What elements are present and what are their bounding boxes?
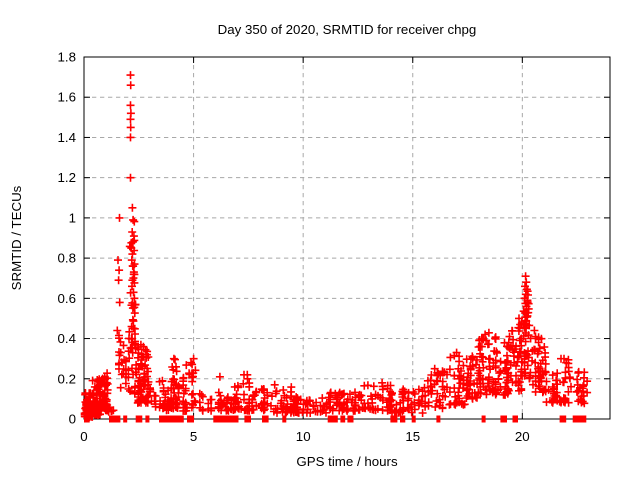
zero-value-block	[411, 415, 416, 423]
zero-value-block	[390, 415, 398, 423]
zero-value-block	[572, 415, 587, 423]
y-tick-label: 1.2	[58, 170, 77, 185]
zero-value-block	[481, 415, 486, 423]
y-axis-label: SRMTID / TECUs	[9, 185, 24, 290]
zero-line-segments	[84, 415, 587, 423]
zero-value-block	[400, 415, 406, 423]
zero-value-block	[327, 415, 338, 423]
y-tick-label: 0	[69, 412, 76, 427]
zero-value-block	[262, 415, 269, 423]
scatter-plus-markers	[80, 71, 592, 421]
zero-value-block	[559, 415, 567, 423]
zero-value-block	[436, 415, 441, 423]
y-tick-label: 0.4	[58, 331, 77, 346]
x-tick-label: 5	[190, 429, 197, 444]
tick-marks	[83, 56, 610, 420]
zero-value-block	[282, 415, 287, 423]
zero-value-block	[347, 415, 354, 423]
plot-frame	[83, 56, 611, 420]
zero-value-block	[159, 415, 184, 423]
zero-value-block	[244, 415, 251, 423]
zero-value-block	[187, 415, 194, 423]
y-tick-label: 1.4	[58, 130, 77, 145]
x-tick-label: 20	[515, 429, 530, 444]
zero-value-block	[109, 415, 121, 423]
zero-value-block	[340, 415, 346, 423]
zero-value-block	[512, 415, 518, 423]
y-tick-label: 1.6	[58, 90, 77, 105]
y-tick-label: 1	[69, 210, 76, 225]
chart-title: Day 350 of 2020, SRMTID for receiver chp…	[218, 22, 477, 37]
zero-value-block	[123, 415, 128, 423]
data-points	[80, 71, 592, 421]
y-tick-label: 0.6	[58, 291, 77, 306]
plot-border	[83, 56, 611, 420]
y-tick-label: 0.2	[58, 371, 77, 386]
y-tick-label: 1.8	[58, 50, 77, 65]
zero-value-block	[500, 415, 507, 423]
zero-value-block	[145, 415, 150, 423]
x-axis-label: GPS time / hours	[296, 454, 398, 469]
x-tick-label: 10	[296, 429, 311, 444]
zero-value-block	[135, 415, 143, 423]
tick-labels: 0 5 10 15 20 0 0.2 0.4 0.6 0.8 1 1.2 1.4 1.6 1.8	[58, 50, 530, 445]
x-tick-label: 0	[80, 429, 87, 444]
zero-value-block	[213, 415, 239, 423]
y-tick-label: 0.8	[58, 251, 77, 266]
x-tick-label: 15	[405, 429, 420, 444]
